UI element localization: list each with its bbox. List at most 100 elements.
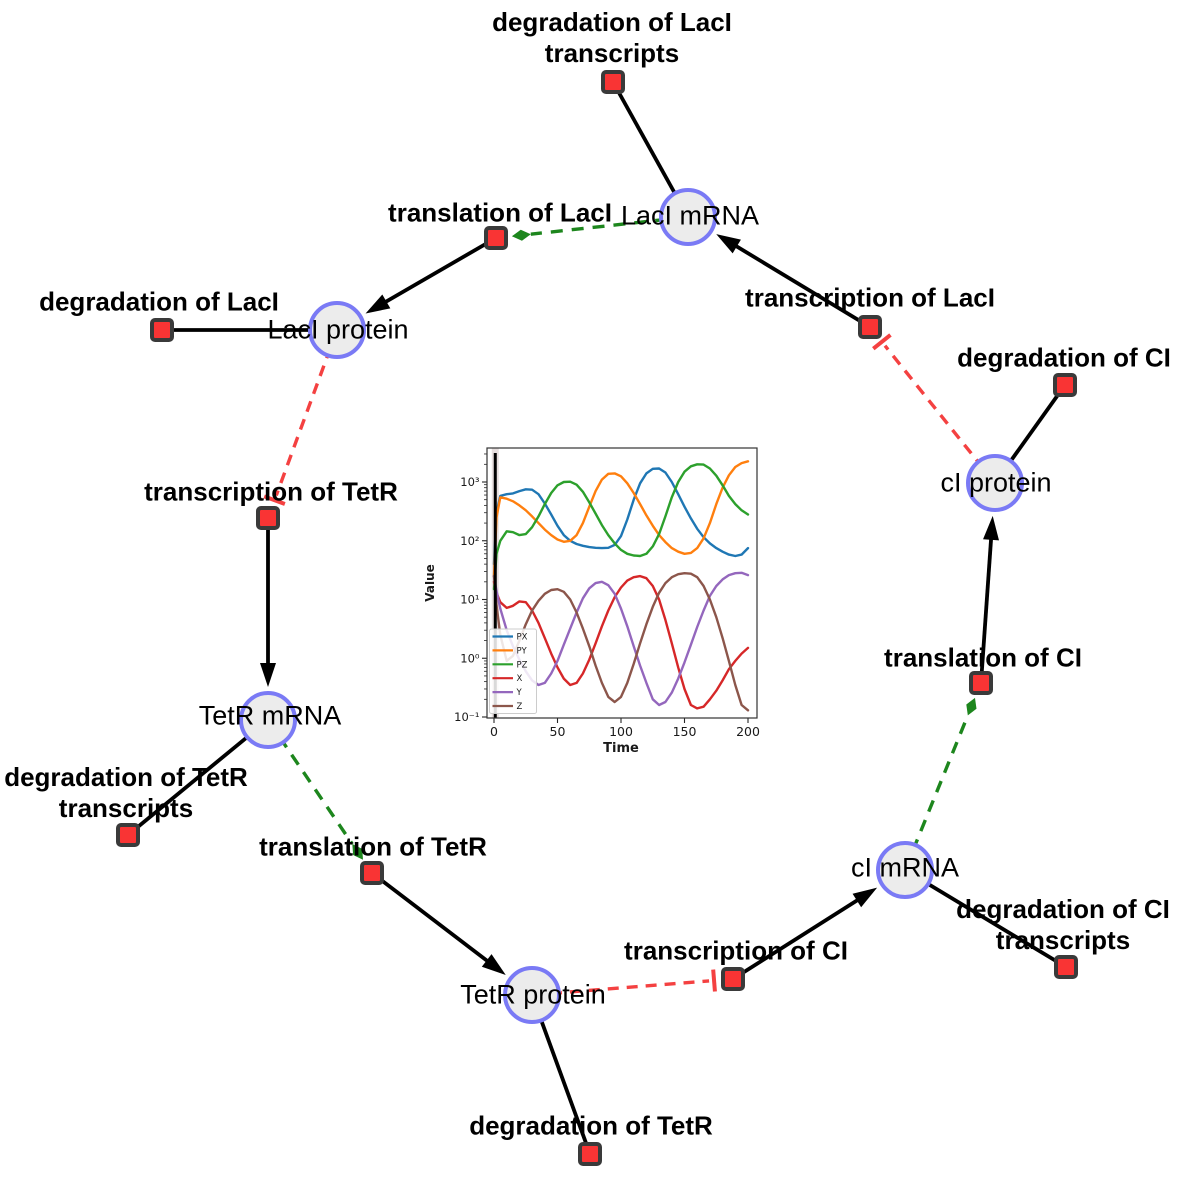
x-axis-tick-label: 150 <box>673 724 697 739</box>
edge-modifier-tetr-mrna-to-transl-tetr-diamond <box>352 844 364 860</box>
reaction-label-line: degradation of TetR <box>4 762 248 792</box>
reaction-label-line: transcripts <box>58 793 194 823</box>
species-label-laci-protein: LacI protein <box>267 314 409 345</box>
species-node-laci-mrna <box>659 188 717 246</box>
species-node-tetr-mrna <box>239 691 297 749</box>
edge-arrow-transl-laci-to-laci-protein <box>374 236 497 310</box>
x-axis-tick-label: 200 <box>736 724 760 739</box>
legend-box <box>489 628 537 714</box>
reaction-label-line: transcripts <box>995 925 1131 955</box>
legend-label-PX: PX <box>517 633 528 643</box>
edge-arrow-transl-laci-to-laci-protein-arrowhead <box>365 294 391 314</box>
reaction-node-deg-ci-tx <box>1054 955 1078 979</box>
reaction-node-transcr-tetr <box>256 506 280 530</box>
reaction-label-line: translation of LacI <box>388 197 612 228</box>
x-axis-tick-label: 100 <box>609 724 633 739</box>
edge-arrow-transcr-ci-to-ci-mrna-arrowhead <box>852 887 878 908</box>
legend-label-X: X <box>517 674 523 684</box>
series-line-PY <box>492 460 750 578</box>
edge-inhibition-laci-protein-to-transcr-tetr <box>274 329 339 497</box>
reaction-label-line: degradation of LacI <box>39 286 279 317</box>
species-label-ci-mrna: cI mRNA <box>851 852 959 883</box>
reaction-label-transcr-ci: transcription of CI <box>624 936 848 967</box>
edge-arrow-transcr-laci-to-laci-mrna <box>725 238 871 329</box>
reaction-node-transl-laci <box>484 226 508 250</box>
species-node-tetr-protein <box>503 966 561 1024</box>
reaction-label-transcr-laci: transcription of LacI <box>745 283 995 314</box>
edge-inhibition-tetr-protein-to-transcr-ci <box>531 979 710 997</box>
reaction-label-line: degradation of CI <box>956 894 1170 924</box>
reaction-label-transl-laci: translation of LacI <box>388 198 612 229</box>
reaction-label-line: translation of CI <box>884 642 1082 673</box>
x-axis-tick-label: 0 <box>490 724 498 739</box>
species-label-laci-mrna: LacI mRNA <box>620 200 760 231</box>
reaction-label-line: transcription of CI <box>624 935 848 966</box>
species-label-tetr-mrna: TetR mRNA <box>198 700 342 731</box>
reaction-label-deg-laci: degradation of LacI <box>39 287 279 318</box>
chart-frame <box>486 447 758 719</box>
reaction-node-transcr-ci <box>721 967 745 991</box>
reaction-label-deg-laci-tx: degradation of LacI transcripts <box>492 7 732 69</box>
edge-arrow-transcr-tetr-to-tetr-mrna-arrowhead <box>260 663 276 687</box>
reaction-label-line: transcription of LacI <box>745 282 995 313</box>
reaction-node-deg-tetr-tx <box>116 823 140 847</box>
legend-label-Z: Z <box>517 702 523 712</box>
species-label-tetr-protein: TetR protein <box>460 979 606 1010</box>
species-node-laci-protein <box>308 301 366 359</box>
reaction-label-line: degradation of CI <box>957 342 1171 373</box>
reaction-node-deg-ci <box>1053 373 1077 397</box>
legend-label-PY: PY <box>517 646 528 656</box>
edge-modifier-ci-mrna-to-transl-ci-diamond <box>966 697 977 716</box>
species-node-ci-protein <box>966 454 1024 512</box>
reaction-node-deg-laci-tx <box>601 70 625 94</box>
legend-label-PZ: PZ <box>517 660 528 670</box>
reaction-label-transl-tetr: translation of TetR <box>259 832 487 863</box>
y-axis-tick-label: 10⁰ <box>460 651 480 665</box>
x-axis-title: Time <box>603 741 639 756</box>
reaction-label-deg-ci-tx: degradation of CI transcripts <box>956 894 1170 956</box>
species-label-ci-protein: cI protein <box>940 467 1052 498</box>
legend-label-Y: Y <box>516 688 523 698</box>
edge-plain-tetr-mrna-to-deg-tetr-tx <box>126 718 270 837</box>
edge-arrow-transl-tetr-to-tetr-protein-arrowhead <box>481 954 506 975</box>
edge-arrow-transcr-laci-to-laci-mrna-arrowhead <box>716 234 741 254</box>
reaction-label-line: translation of TetR <box>259 831 487 862</box>
reaction-label-transcr-tetr: transcription of TetR <box>144 477 398 508</box>
edge-plain-ci-mrna-to-deg-ci-tx <box>904 868 1067 969</box>
x-axis-tick-label: 50 <box>550 724 566 739</box>
edge-inhibition-laci-protein-to-transcr-tetr-tbar <box>263 494 286 506</box>
edge-arrow-transl-ci-to-ci-protein-arrowhead <box>983 515 1000 541</box>
edge-inhibition-ci-protein-to-transcr-laci-tbar <box>872 333 892 351</box>
edge-arrow-transl-ci-to-ci-protein <box>979 527 994 684</box>
reaction-label-line: degradation of LacI <box>492 7 732 37</box>
edge-arrow-transcr-ci-to-ci-mrna <box>731 892 869 981</box>
series-line-PZ <box>492 463 750 591</box>
species-node-ci-mrna <box>876 841 934 899</box>
y-axis-tick-label: 10⁻¹ <box>454 710 479 724</box>
reaction-label-deg-tetr-tx: degradation of TetR transcripts <box>4 762 248 824</box>
reaction-node-transl-tetr <box>360 861 384 885</box>
y-axis-title: Value <box>425 564 437 602</box>
reaction-label-line: transcripts <box>544 38 680 68</box>
reaction-node-transcr-laci <box>858 315 882 339</box>
reaction-label-line: degradation of TetR <box>469 1110 713 1141</box>
edge-inhibition-tetr-protein-to-transcr-ci-tbar <box>711 969 717 992</box>
reaction-label-deg-tetr: degradation of TetR <box>469 1111 713 1142</box>
reaction-label-line: transcription of TetR <box>144 476 398 507</box>
reaction-label-transl-ci: translation of CI <box>884 643 1082 674</box>
edge-modifier-laci-mrna-to-transl-laci-diamond <box>511 229 531 241</box>
reaction-node-deg-laci <box>150 318 174 342</box>
edge-arrow-transl-tetr-to-tetr-protein <box>370 871 498 970</box>
y-axis-tick-label: 10¹ <box>460 593 479 607</box>
reaction-label-deg-ci: degradation of CI <box>957 343 1171 374</box>
reaction-node-transl-ci <box>969 671 993 695</box>
y-axis-tick-label: 10³ <box>460 475 480 489</box>
y-axis-tick-label: 10² <box>460 534 479 548</box>
reaction-node-deg-tetr <box>578 1142 602 1166</box>
series-line-X <box>492 574 750 710</box>
series-line-Z <box>492 572 750 712</box>
legend: PX PY PZ XYZ <box>489 628 537 714</box>
